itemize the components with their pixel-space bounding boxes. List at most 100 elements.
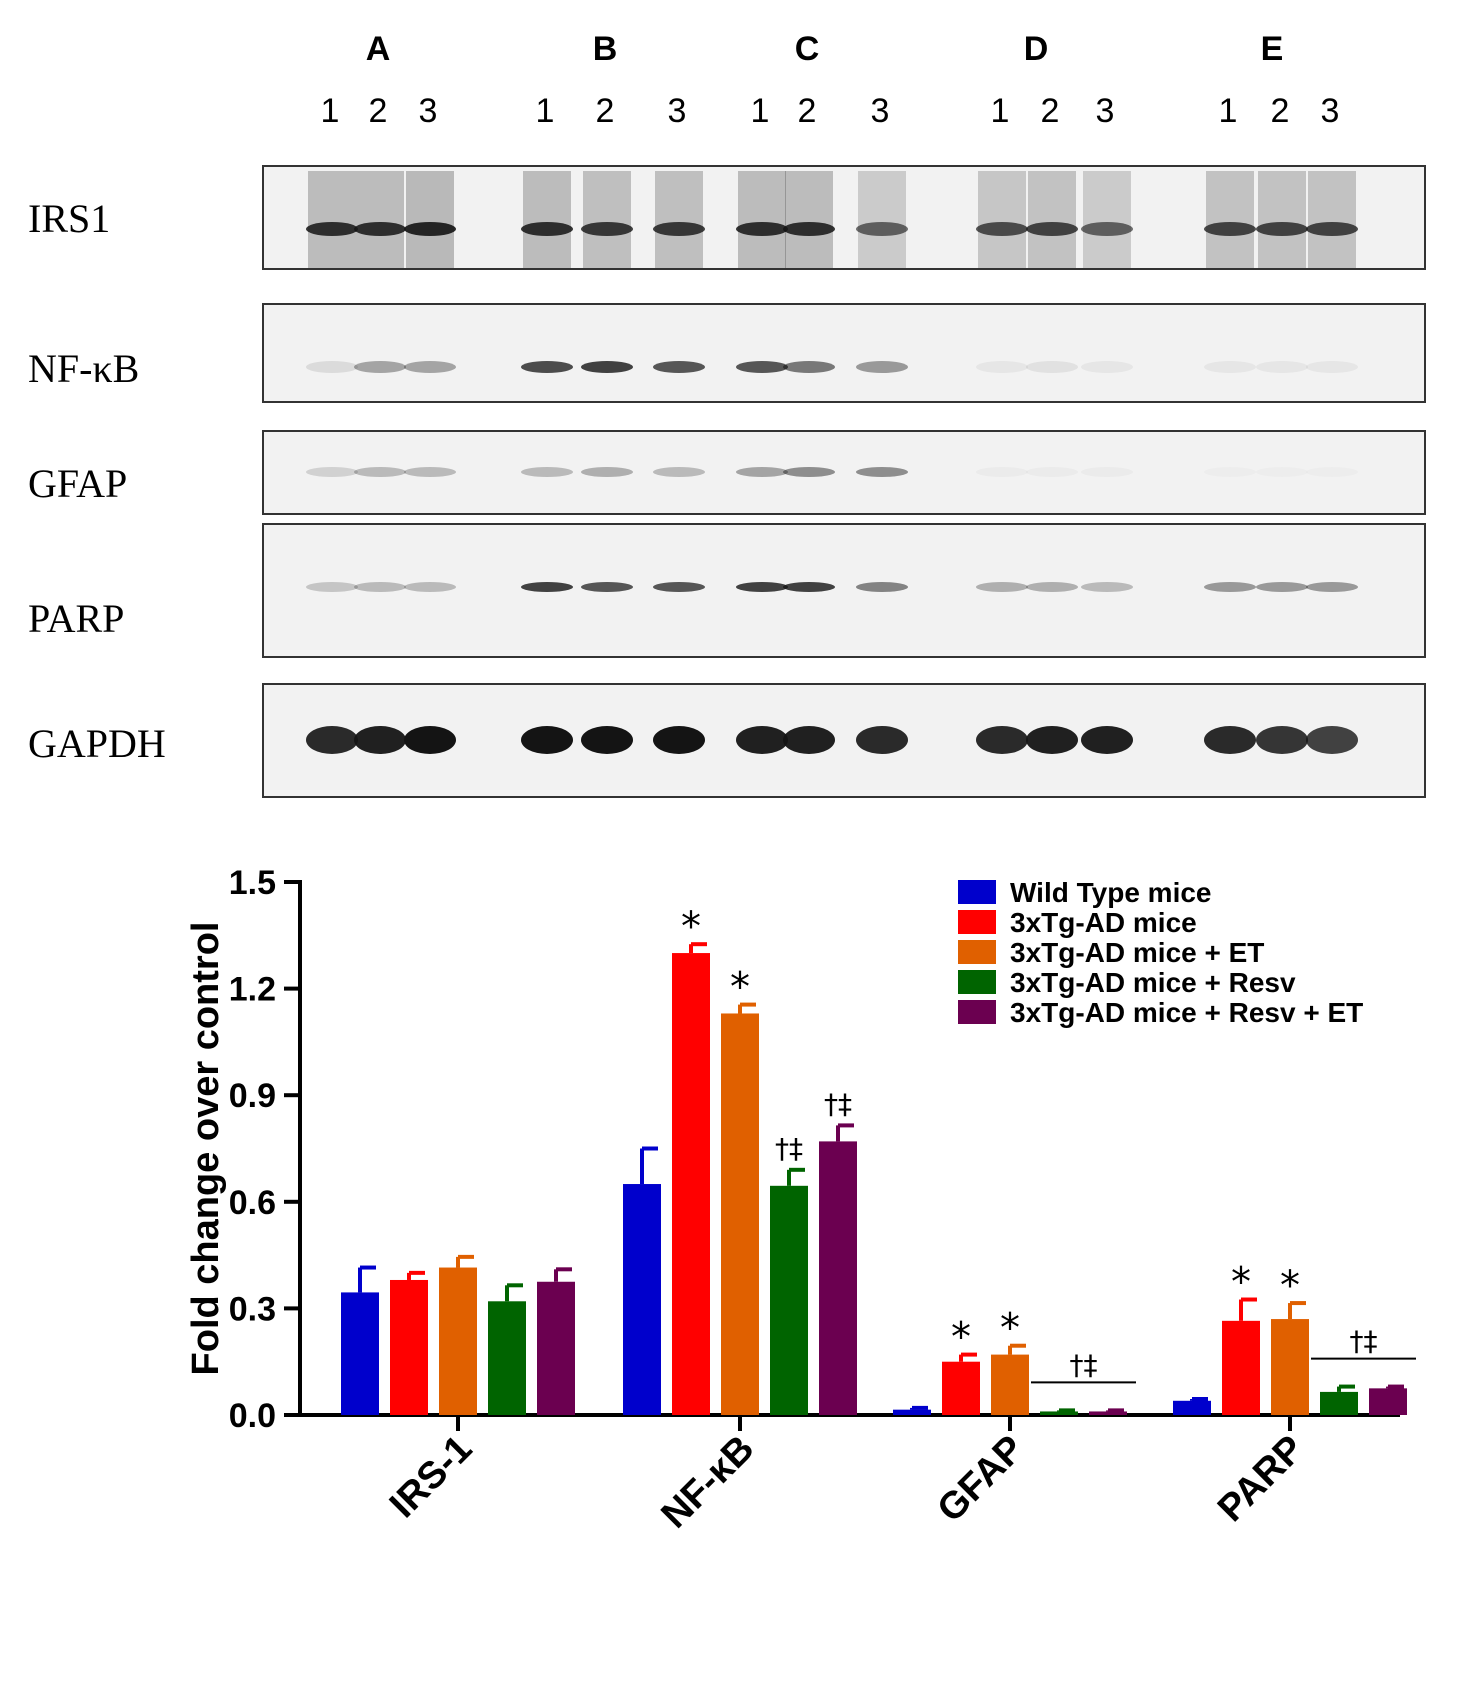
blot-group-label: D xyxy=(1023,30,1049,68)
blot-protein-label: GFAP xyxy=(28,461,128,506)
blot-band xyxy=(581,361,633,373)
blot-band xyxy=(976,467,1028,477)
blot-smear xyxy=(308,171,356,268)
bar xyxy=(390,1279,428,1415)
blot-protein-label: NF-κB xyxy=(28,346,140,391)
blot-band xyxy=(1026,467,1078,477)
x-tick-label: IRS-1 xyxy=(382,1428,480,1526)
blot-band xyxy=(1306,361,1358,373)
blot-lane-label: 3 xyxy=(870,92,890,130)
blot-lane-label: 2 xyxy=(1270,92,1290,130)
blot-band xyxy=(736,222,788,236)
blot-smear xyxy=(978,171,1026,268)
x-tick-label: PARP xyxy=(1210,1428,1312,1530)
blot-smear xyxy=(523,171,571,268)
legend-label: 3xTg-AD mice + ET xyxy=(1010,937,1264,968)
blot-band xyxy=(1026,222,1078,236)
blot-band xyxy=(856,467,908,477)
blot-band xyxy=(653,726,705,754)
bar xyxy=(1222,1320,1260,1415)
bar xyxy=(1089,1411,1127,1415)
blot-band xyxy=(856,726,908,754)
blot-smear xyxy=(583,171,631,268)
blot-protein-label: IRS1 xyxy=(28,196,111,241)
blot-band xyxy=(521,222,573,236)
blot-band xyxy=(653,222,705,236)
y-tick-label: 0.6 xyxy=(229,1184,276,1222)
bar xyxy=(537,1281,575,1415)
blot-band xyxy=(1306,582,1358,592)
y-tick-label: 0.3 xyxy=(229,1290,276,1328)
blot-band xyxy=(1306,726,1358,754)
x-tick-label: NF-κB xyxy=(654,1428,763,1537)
blot-band xyxy=(306,582,358,592)
blot-band xyxy=(783,726,835,754)
blot-bands xyxy=(306,171,1358,268)
blot-band xyxy=(1204,222,1256,236)
legend-swatch xyxy=(958,970,996,994)
blot-band xyxy=(783,467,835,477)
blot-band xyxy=(783,222,835,236)
blot-smear xyxy=(655,171,703,268)
y-tick-label: 1.2 xyxy=(229,971,276,1009)
bar xyxy=(819,1141,857,1415)
y-tick-label: 0.0 xyxy=(229,1397,276,1435)
legend-swatch xyxy=(958,940,996,964)
blot-smear xyxy=(1028,171,1076,268)
blot-band xyxy=(521,361,573,373)
significance-marker: * xyxy=(1231,1260,1251,1306)
blot-band xyxy=(1204,582,1256,592)
blot-band xyxy=(976,361,1028,373)
blot-band xyxy=(976,222,1028,236)
blot-group-label: E xyxy=(1260,30,1284,68)
blot-lane-label: 1 xyxy=(990,92,1010,130)
legend-label: 3xTg-AD mice + Resv xyxy=(1010,967,1296,998)
x-tick-label: GFAP xyxy=(930,1428,1033,1531)
legend-label: 3xTg-AD mice + Resv + ET xyxy=(1010,997,1363,1028)
blot-smear xyxy=(858,171,906,268)
blot-band xyxy=(1026,361,1078,373)
blot-panel xyxy=(262,683,1426,798)
blot-band xyxy=(736,726,788,754)
blot-band xyxy=(306,222,358,236)
blot-panel xyxy=(262,303,1426,403)
blot-band xyxy=(1026,582,1078,592)
blot-band xyxy=(1081,361,1133,373)
y-axis-label: Fold change over control xyxy=(185,922,227,1376)
blot-smear xyxy=(1206,171,1254,268)
blot-band xyxy=(354,726,406,754)
blot-band xyxy=(1204,467,1256,477)
blot-band xyxy=(1256,361,1308,373)
significance-marker: * xyxy=(681,904,701,950)
bar xyxy=(893,1409,931,1415)
blot-panel xyxy=(262,523,1426,658)
blot-band xyxy=(306,361,358,373)
blot-band xyxy=(856,582,908,592)
y-tick-label: 0.9 xyxy=(229,1077,276,1115)
blot-band xyxy=(521,582,573,592)
blot-band xyxy=(736,361,788,373)
bar xyxy=(942,1361,980,1415)
blot-band xyxy=(1256,726,1308,754)
blot-band xyxy=(1306,222,1358,236)
blot-lane-label: 1 xyxy=(535,92,555,130)
blot-band xyxy=(404,222,456,236)
blot-group-label: B xyxy=(592,30,618,68)
blot-smear xyxy=(356,171,404,268)
blot-lane-label: 3 xyxy=(418,92,438,130)
blot-protein-label: GAPDH xyxy=(28,721,166,766)
blot-lane-label: 3 xyxy=(1320,92,1340,130)
blot-band xyxy=(1081,222,1133,236)
bar xyxy=(1040,1411,1078,1415)
blot-lane-label: 2 xyxy=(595,92,615,130)
legend-swatch xyxy=(958,910,996,934)
significance-marker: †‡ xyxy=(1350,1325,1378,1358)
blot-band xyxy=(1306,467,1358,477)
blot-protein-label: PARP xyxy=(28,596,125,641)
legend-swatch xyxy=(958,880,996,904)
blot-bands xyxy=(306,582,1358,592)
blot-band xyxy=(1204,361,1256,373)
significance-marker: †‡ xyxy=(1070,1348,1098,1381)
blot-smear xyxy=(1308,171,1356,268)
